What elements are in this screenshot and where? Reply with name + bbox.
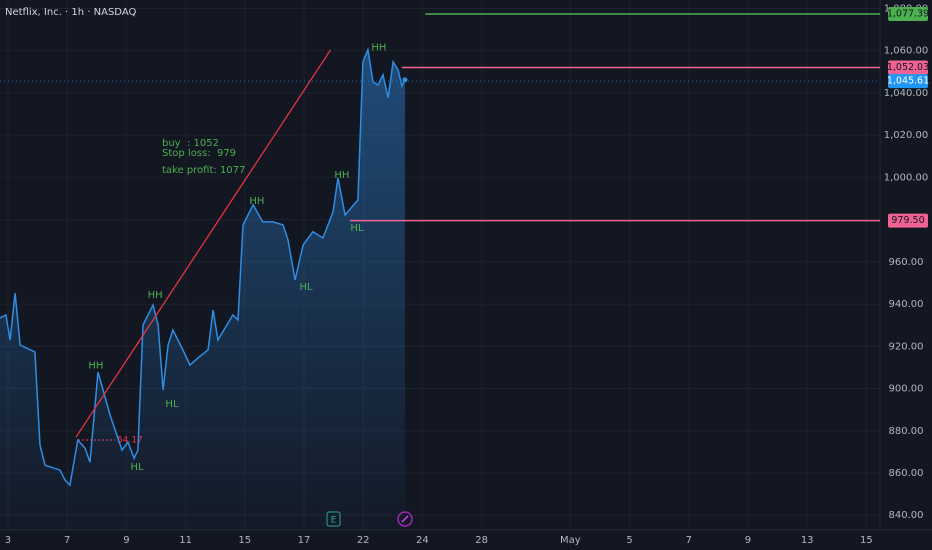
x-tick-label: 7 <box>64 535 70 546</box>
level-label: 1,077.39 <box>887 8 929 19</box>
y-tick-label: 840.00 <box>889 510 924 521</box>
pivot-label: HH <box>371 43 386 54</box>
annotation: Stop loss: 979 <box>162 148 236 159</box>
last-price-box <box>888 74 928 89</box>
measure-label: 54.17 <box>117 436 143 446</box>
annotation: take profit: 1077 <box>162 165 245 176</box>
y-tick-label: 940.00 <box>889 299 924 310</box>
last-point <box>402 77 408 83</box>
y-tick-label: 860.00 <box>889 468 924 479</box>
pivot-label: HH <box>88 360 103 371</box>
level-label: 979.50 <box>891 215 924 226</box>
level-box <box>888 60 928 75</box>
pivot-label: HH <box>148 290 163 301</box>
pivot-label: HH <box>334 170 349 181</box>
level-label: 1,052.03 <box>887 62 929 73</box>
x-tick-label: May <box>560 535 581 546</box>
x-tick-label: 9 <box>745 535 751 546</box>
x-tick-label: 13 <box>801 535 814 546</box>
level-box <box>888 213 928 228</box>
last-price-label: 1,045.61 <box>887 76 929 87</box>
x-tick-label: 7 <box>686 535 692 546</box>
y-tick-label: 1,060.00 <box>884 46 929 57</box>
pivot-label: HL <box>300 282 314 293</box>
y-tick-label: 920.00 <box>889 341 924 352</box>
y-tick-label: 960.00 <box>889 257 924 268</box>
annotation: buy : 1052 <box>162 138 219 149</box>
x-tick-label: 3 <box>5 535 11 546</box>
x-tick-label: 5 <box>626 535 632 546</box>
y-tick-label: 1,040.00 <box>884 88 929 99</box>
x-tick-label: 11 <box>179 535 192 546</box>
level-box <box>888 6 928 21</box>
y-tick-label: 1,000.00 <box>884 172 929 183</box>
price-area <box>0 49 405 531</box>
price-line <box>0 47 406 487</box>
pivot-label: HL <box>130 462 144 473</box>
x-tick-label: 15 <box>238 535 251 546</box>
y-tick-label: 1,020.00 <box>884 130 929 141</box>
y-tick-label: 900.00 <box>889 384 924 395</box>
x-tick-label: 17 <box>298 535 311 546</box>
pivot-label: HL <box>350 223 364 234</box>
trendline <box>75 49 332 438</box>
x-tick-label: 15 <box>860 535 873 546</box>
x-tick-label: 22 <box>357 535 370 546</box>
y-tick-label: 880.00 <box>889 426 924 437</box>
x-tick-label: 24 <box>416 535 429 546</box>
pivot-label: HH <box>249 196 264 207</box>
pivot-label: HL <box>165 399 179 410</box>
x-tick-label: 9 <box>123 535 129 546</box>
x-tick-label: 28 <box>475 535 488 546</box>
chart-title: Netflix, Inc. · 1h · NASDAQ <box>5 7 137 18</box>
